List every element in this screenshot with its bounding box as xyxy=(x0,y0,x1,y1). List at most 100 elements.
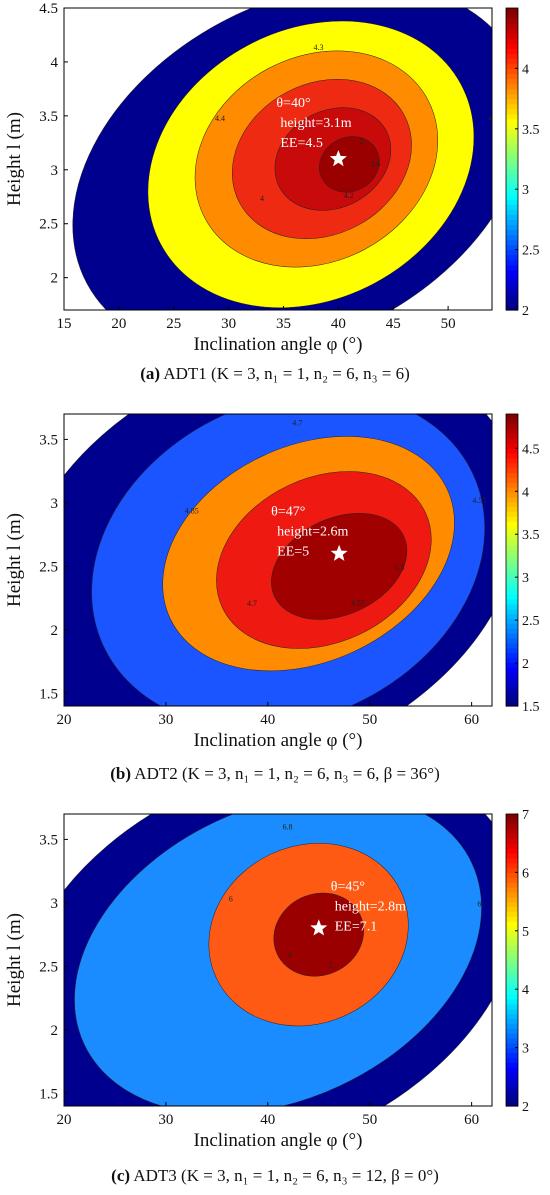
colorbar-segment-b xyxy=(506,623,518,629)
colorbar-segment-c xyxy=(506,1096,518,1102)
colorbar-segment-b xyxy=(506,633,518,639)
colorbar-segment-a xyxy=(506,184,518,190)
colorbar-segment-b xyxy=(506,686,518,692)
colorbar-segment-b xyxy=(506,662,518,668)
colorbar-segment-c xyxy=(506,1042,518,1049)
colorbar-segment-b xyxy=(506,530,518,537)
chart-panel-c: 6 6.8 6 4 2 θ=45° height=2.8m EE=7.1 20 30 40 50 60 1… xyxy=(0,800,550,1195)
colorbar-segment-a xyxy=(506,219,518,226)
colorbar-segment-c xyxy=(506,998,518,1005)
colorbar-segment-b xyxy=(506,555,518,561)
colorbar-segment-c xyxy=(506,852,518,859)
colorbar-segment-c xyxy=(506,1033,518,1039)
colorbar-segment-a xyxy=(506,88,518,95)
colorbar-segment-b xyxy=(506,511,518,517)
colorbar-segment-c xyxy=(506,1062,518,1068)
colorbar-segment-c xyxy=(506,945,518,951)
colorbar-segment-c xyxy=(506,955,518,961)
colorbar-segment-a xyxy=(506,299,518,306)
colorbar-segment-b xyxy=(506,472,518,478)
y-tick-label-b: 1.5 xyxy=(39,686,58,702)
colorbar-segment-b xyxy=(506,535,518,542)
colorbar-segment-b xyxy=(506,628,518,634)
y-axis-label-b: Height l (m) xyxy=(4,513,25,607)
colorbar-segment-c xyxy=(506,984,518,990)
x-tick-label-b: 50 xyxy=(362,712,377,728)
colorbar-segment-c xyxy=(506,994,518,1000)
optimum-star-c xyxy=(310,919,328,936)
colorbar-segment-c xyxy=(506,925,518,932)
y-tick-label-a: 3.5 xyxy=(39,109,58,125)
colorbar-segment-b xyxy=(506,482,518,488)
colorbar-segment-b xyxy=(506,452,518,459)
x-tick-label-b: 20 xyxy=(57,712,72,728)
colorbar-segment-c xyxy=(506,1057,518,1063)
x-tick-label-c: 40 xyxy=(260,1112,275,1128)
colorbar-segment-a xyxy=(506,68,518,75)
optimum-star-a xyxy=(329,150,347,167)
colorbar-tick-label-b: 3 xyxy=(522,571,529,586)
colorbar-segment-a xyxy=(506,239,518,246)
colorbar-segment-c xyxy=(506,989,518,995)
colorbar-tick-label-b: 2.5 xyxy=(522,614,540,629)
x-tick-label-b: 60 xyxy=(464,712,479,728)
colorbar-segment-a xyxy=(506,133,518,140)
colorbar-segment-c xyxy=(506,1067,518,1073)
contour-label-b: 4.85 xyxy=(185,506,199,515)
colorbar-segment-a xyxy=(506,189,518,195)
contour-group-b: 4.55 4.7 4.85 4.7 4.55 1.5 xyxy=(64,414,492,706)
colorbar-segment-b xyxy=(506,676,518,683)
colorbar-segment-a xyxy=(506,143,518,150)
colorbar-tick-label-a: 3.5 xyxy=(522,123,540,138)
x-tick-label-a: 50 xyxy=(441,316,456,332)
y-tick-label-b: 2.5 xyxy=(39,559,58,575)
contour-region-c-6.8 xyxy=(273,892,364,977)
x-tick-label-a: 30 xyxy=(221,316,236,332)
colorbar-tick-label-a: 3 xyxy=(522,183,529,198)
colorbar-segment-b xyxy=(506,637,518,644)
colorbar-segment-b xyxy=(506,423,518,430)
colorbar-segment-b xyxy=(506,642,518,649)
colorbar-segment-b xyxy=(506,516,518,522)
colorbar-segment-c xyxy=(506,901,518,908)
colorbar-segment-a xyxy=(506,244,518,251)
y-tick-label-a: 3 xyxy=(51,163,59,179)
colorbar-segment-a xyxy=(506,33,518,39)
colorbar-segment-b xyxy=(506,467,518,473)
contour-label-b: 1.5 xyxy=(395,563,405,572)
colorbar-segment-c xyxy=(506,960,518,966)
y-tick-label-c: 2 xyxy=(51,1023,59,1039)
colorbar-segment-c xyxy=(506,1101,518,1107)
colorbar-segment-a xyxy=(506,118,518,125)
colorbar-segment-a xyxy=(506,8,518,14)
colorbar-segment-c xyxy=(506,1071,518,1078)
colorbar-segment-b xyxy=(506,691,518,697)
colorbar-segment-c xyxy=(506,921,518,927)
colorbar-segment-b xyxy=(506,589,518,595)
colorbar-segment-c xyxy=(506,896,518,903)
colorbar-segment-c xyxy=(506,828,518,835)
contour-label-c: 4 xyxy=(287,950,291,959)
colorbar-segment-a xyxy=(506,58,518,64)
colorbar-segment-c xyxy=(506,877,518,883)
y-tick-label-a: 4 xyxy=(51,55,59,71)
chart-a: 4.2 4.3 4.4 4 4.2 3.6 2 θ=40° height=3.1m EE=4.5 1… xyxy=(4,1,540,355)
colorbar-segment-c xyxy=(506,1052,518,1058)
contour-label-a: 4.2 xyxy=(344,191,354,200)
y-tick-label-b: 3 xyxy=(51,496,59,512)
colorbar-segment-c xyxy=(506,979,518,985)
colorbar-segment-a xyxy=(506,204,518,210)
colorbar-segment-c xyxy=(506,1081,518,1088)
colorbar-segment-c xyxy=(506,833,518,839)
contour-label-a: 4.2 xyxy=(488,114,498,123)
colorbar-tick-label-a: 2.5 xyxy=(522,244,540,259)
colorbar-segment-c xyxy=(506,1023,518,1029)
optimum-annotation-c: EE=7.1 xyxy=(335,919,378,934)
colorbar-segment-b xyxy=(506,574,518,581)
caption-b-text: ADT2 (K = 3, n₁ = 1, n₂ = 6, n₃ = 6, β =… xyxy=(131,764,440,783)
colorbar-segment-c xyxy=(506,1086,518,1092)
x-tick-label-c: 60 xyxy=(464,1112,479,1128)
optimum-star-b xyxy=(330,544,348,561)
contour-group-a: 4.2 4.3 4.4 4 4.2 3.6 2 xyxy=(72,8,498,310)
x-tick-label-a: 20 xyxy=(111,316,126,332)
